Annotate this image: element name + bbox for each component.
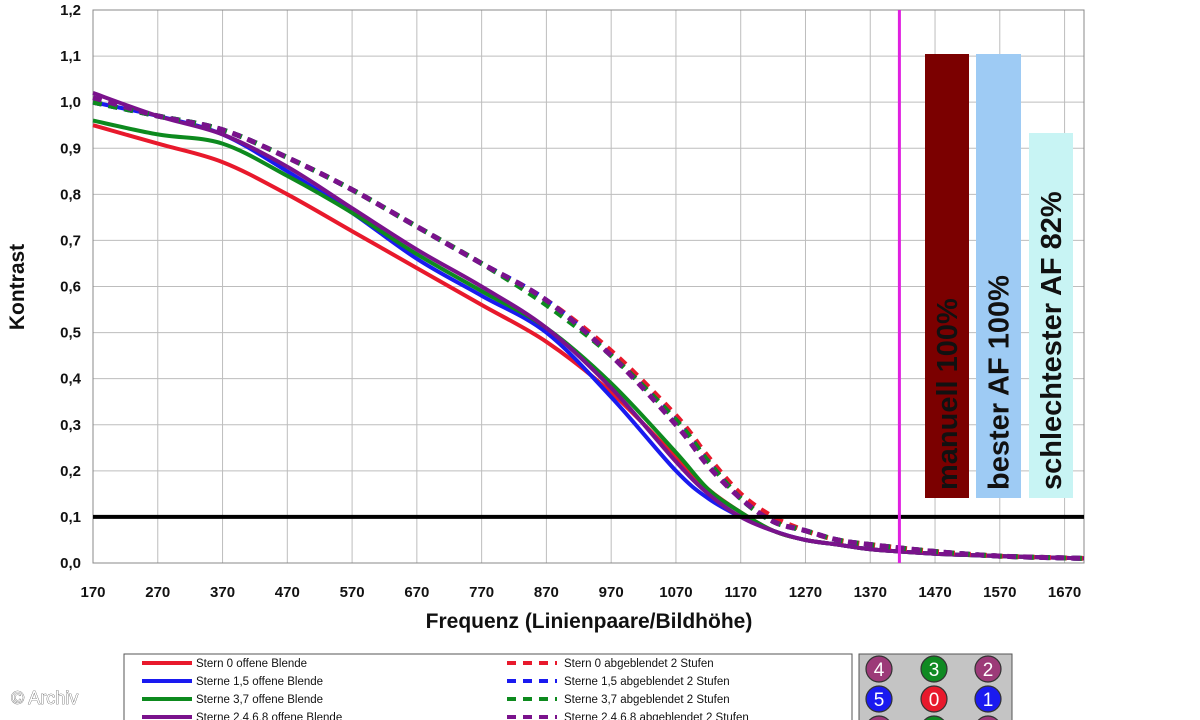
x-tick-label-7: 870 — [534, 584, 559, 601]
x-tick-label-10: 1170 — [724, 584, 757, 601]
legend-label-4: Stern 0 abgeblendet 2 Stufen — [564, 658, 714, 670]
tick-labels: 170 270 370 470 570 670 770 870 970 1070 1170 1270 1… — [60, 2, 1081, 601]
badge-circle-1 — [920, 655, 948, 683]
annotation-bars: manuell 100% bester AF 100% schlechtester … — [925, 54, 1073, 498]
badge-number-3: 5 — [874, 690, 885, 711]
x-tick-label-3: 470 — [275, 584, 300, 601]
y-tick-label-6: 0,6 — [60, 279, 81, 296]
badge-circle-partial-0 — [868, 715, 890, 720]
series-line-7 — [92, 95, 1085, 561]
badge-circle-0 — [865, 655, 893, 683]
badge-panel: 4 3 2 5 0 1 — [858, 653, 1013, 720]
y-tick-label-0: 0,0 — [60, 555, 81, 572]
y-tick-label-12: 1,2 — [60, 2, 81, 19]
badge-number-4: 0 — [929, 690, 940, 711]
x-tick-label-14: 1570 — [983, 584, 1016, 601]
legend-label-2: Sterne 3,7 offene Blende — [196, 694, 323, 706]
legend-label-6: Sterne 3,7 abgeblendet 2 Stufen — [564, 694, 730, 706]
y-tick-label-9: 0,9 — [60, 140, 81, 157]
badge-circle-3 — [865, 685, 893, 713]
y-tick-label-5: 0,5 — [60, 325, 81, 342]
annotation-bar-0 — [925, 54, 969, 498]
plot-frame — [92, 9, 1085, 564]
annotation-label-1: bester AF 100% — [984, 275, 1016, 490]
series-line-3 — [92, 91, 1085, 561]
x-tick-label-2: 370 — [210, 584, 235, 601]
x-tick-label-8: 970 — [599, 584, 624, 601]
x-tick-label-13: 1470 — [918, 584, 951, 601]
series-line-6 — [92, 99, 1085, 561]
x-tick-label-6: 770 — [469, 584, 494, 601]
x-axis-title: Frequenz (Linienpaare/Bildhöhe) — [426, 610, 753, 633]
x-tick-label-4: 570 — [340, 584, 365, 601]
legend-label-5: Sterne 1,5 abgeblendet 2 Stufen — [564, 676, 730, 688]
x-tick-label-5: 670 — [404, 584, 429, 601]
annotation-bar-1 — [976, 54, 1021, 498]
y-tick-label-11: 1,1 — [60, 48, 81, 65]
badge-number-0: 4 — [874, 660, 885, 681]
legend: Stern 0 offene Blende Sterne 1,5 offene B… — [123, 653, 853, 720]
x-tick-label-1: 270 — [145, 584, 170, 601]
y-tick-label-2: 0,2 — [60, 463, 81, 480]
badge-number-5: 1 — [983, 690, 994, 711]
legend-frame — [123, 653, 853, 720]
x-tick-label-11: 1270 — [789, 584, 822, 601]
y-tick-label-3: 0,3 — [60, 417, 81, 434]
annotation-label-2: schlechtester AF 82% — [1036, 191, 1068, 490]
y-tick-label-4: 0,4 — [60, 371, 82, 388]
legend-label-7: Sterne 2,4,6,8 abgeblendet 2 Stufen — [564, 712, 749, 720]
watermark: © Archiv — [11, 688, 78, 708]
badge-circle-partial-2 — [977, 715, 999, 720]
y-axis-title: Kontrast — [6, 244, 29, 330]
y-tick-label-10: 1,0 — [60, 94, 81, 111]
x-tick-label-9: 1070 — [659, 584, 692, 601]
x-tick-label-12: 1370 — [854, 584, 887, 601]
badge-number-2: 2 — [983, 660, 994, 681]
x-tick-label-0: 170 — [80, 584, 105, 601]
reference-lines — [93, 10, 1084, 563]
x-tick-label-15: 1670 — [1048, 584, 1081, 601]
y-tick-label-8: 0,8 — [60, 186, 81, 203]
badge-number-1: 3 — [929, 660, 940, 681]
series-lines — [92, 91, 1085, 561]
legend-label-3: Sterne 2,4,6,8 offene Blende — [196, 712, 342, 720]
legend-label-1: Sterne 1,5 offene Blende — [196, 676, 323, 688]
annotation-bar-2 — [1029, 133, 1073, 498]
badge-circle-5 — [974, 685, 1002, 713]
badge-circle-partial-1 — [923, 715, 945, 720]
badge-circle-2 — [974, 655, 1002, 683]
y-tick-label-1: 0,1 — [60, 509, 81, 526]
annotation-label-0: manuell 100% — [932, 298, 964, 490]
badge-circle-4 — [920, 685, 948, 713]
legend-label-0: Stern 0 offene Blende — [196, 658, 307, 670]
y-tick-label-7: 0,7 — [60, 232, 81, 249]
